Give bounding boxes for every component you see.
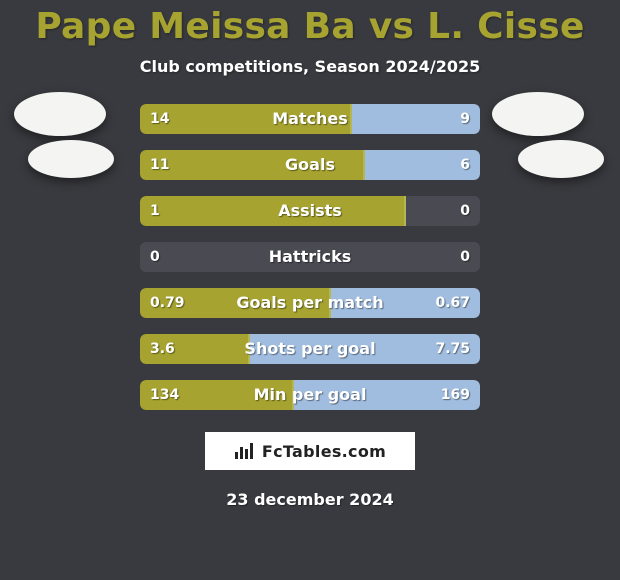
stat-row: 00Hattricks: [140, 242, 480, 272]
stat-label: Goals per match: [140, 288, 480, 318]
player-right-avatar-shadow: [518, 140, 604, 178]
brand-label: FcTables.com: [262, 442, 386, 461]
stat-label: Min per goal: [140, 380, 480, 410]
stat-label: Assists: [140, 196, 480, 226]
player-left-avatar: [14, 92, 106, 136]
stat-row: 116Goals: [140, 150, 480, 180]
stat-rows: 149Matches 116Goals 10Assists 00Hattricks 0.…: [140, 104, 480, 410]
date-label: 23 december 2024: [226, 490, 393, 509]
stat-row: 149Matches: [140, 104, 480, 134]
stat-label: Shots per goal: [140, 334, 480, 364]
stat-label: Matches: [140, 104, 480, 134]
page-subtitle: Club competitions, Season 2024/2025: [140, 57, 480, 76]
player-right-avatar: [492, 92, 584, 136]
stat-row: 134169Min per goal: [140, 380, 480, 410]
stat-row: 10Assists: [140, 196, 480, 226]
stat-row: 3.67.75Shots per goal: [140, 334, 480, 364]
comparison-chart: 149Matches 116Goals 10Assists 00Hattricks 0.…: [0, 104, 620, 410]
player-left-avatar-shadow: [28, 140, 114, 178]
stat-label: Goals: [140, 150, 480, 180]
stat-row: 0.790.67Goals per match: [140, 288, 480, 318]
page-title: Pape Meissa Ba vs L. Cisse: [35, 6, 584, 47]
brand-badge[interactable]: FcTables.com: [205, 432, 415, 470]
stat-label: Hattricks: [140, 242, 480, 272]
bar-chart-icon: [234, 442, 254, 460]
